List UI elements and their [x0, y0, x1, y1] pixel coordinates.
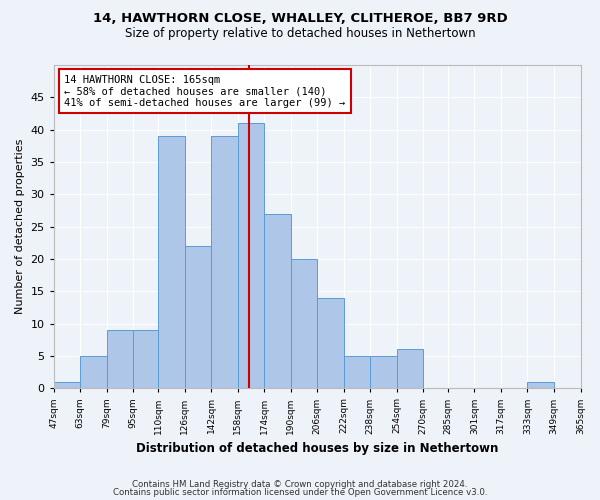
Text: 14, HAWTHORN CLOSE, WHALLEY, CLITHEROE, BB7 9RD: 14, HAWTHORN CLOSE, WHALLEY, CLITHEROE, … [92, 12, 508, 26]
Bar [264, 214, 290, 388]
Bar [107, 330, 133, 388]
Bar [317, 298, 344, 388]
Bar [397, 350, 423, 389]
Text: Size of property relative to detached houses in Nethertown: Size of property relative to detached ho… [125, 28, 475, 40]
Text: Contains HM Land Registry data © Crown copyright and database right 2024.: Contains HM Land Registry data © Crown c… [132, 480, 468, 489]
Bar [290, 259, 317, 388]
Bar [238, 123, 264, 388]
Bar [211, 136, 238, 388]
Bar [527, 382, 554, 388]
Bar [158, 136, 185, 388]
Bar [80, 356, 107, 388]
Bar [185, 246, 211, 388]
Text: 14 HAWTHORN CLOSE: 165sqm
← 58% of detached houses are smaller (140)
41% of semi: 14 HAWTHORN CLOSE: 165sqm ← 58% of detac… [64, 74, 346, 108]
Bar [54, 382, 80, 388]
Text: Contains public sector information licensed under the Open Government Licence v3: Contains public sector information licen… [113, 488, 487, 497]
Bar [133, 330, 158, 388]
Bar [370, 356, 397, 388]
X-axis label: Distribution of detached houses by size in Nethertown: Distribution of detached houses by size … [136, 442, 498, 455]
Bar [344, 356, 370, 388]
Y-axis label: Number of detached properties: Number of detached properties [15, 139, 25, 314]
